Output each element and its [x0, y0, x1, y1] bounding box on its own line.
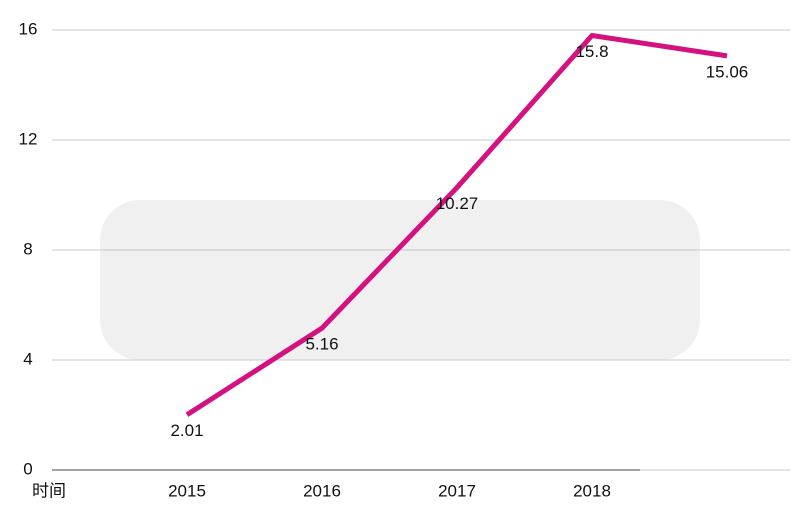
data-label: 10.27 — [436, 194, 479, 213]
x-tick-label: 2018 — [573, 481, 611, 500]
data-label: 15.06 — [706, 62, 749, 81]
y-tick-label: 16 — [19, 19, 38, 38]
data-label: 5.16 — [305, 335, 338, 354]
x-axis-title: 时间 — [32, 481, 66, 500]
data-line — [185, 33, 728, 417]
y-tick-label: 4 — [23, 349, 32, 368]
x-tick-label: 2015 — [168, 481, 206, 500]
watermark — [100, 200, 700, 360]
x-tick-label: 2016 — [303, 481, 341, 500]
data-label: 15.8 — [575, 42, 608, 61]
x-tick-label: 2017 — [438, 481, 476, 500]
y-tick-label: 8 — [23, 239, 32, 258]
data-label: 2.01 — [170, 421, 203, 440]
y-tick-label: 12 — [19, 129, 38, 148]
y-tick-label: 0 — [23, 459, 32, 478]
